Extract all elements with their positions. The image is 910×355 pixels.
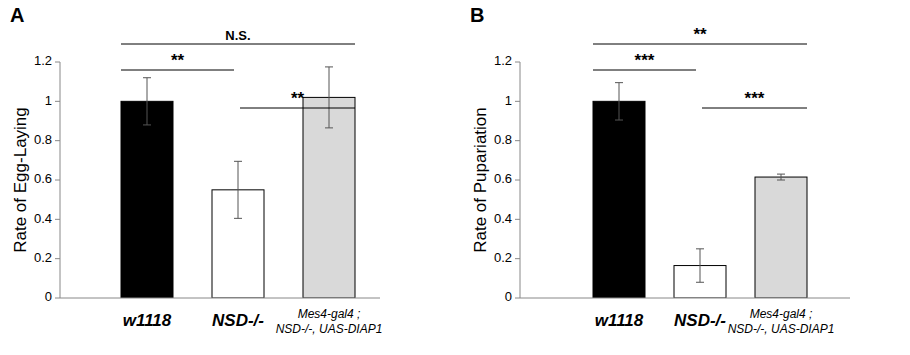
y-tick <box>515 298 520 299</box>
error-cap <box>234 161 242 162</box>
error-cap <box>777 174 785 175</box>
y-tick-label: 0.8 <box>494 132 512 147</box>
label-line: Mes4-gal4 ; <box>298 307 361 321</box>
error-bar <box>615 83 623 120</box>
x-axis <box>60 298 380 299</box>
y-tick-label: 0 <box>505 289 512 304</box>
error-line <box>781 174 782 180</box>
error-line <box>329 67 330 128</box>
y-tick-label: 0.6 <box>494 171 512 186</box>
x-tick-label: Mes4-gal4 ;NSD-/-, UAS-DIAP1 <box>276 307 383 336</box>
error-cap <box>325 66 333 67</box>
error-bar <box>325 67 333 128</box>
y-tick <box>55 219 60 220</box>
significance-label: ** <box>291 89 305 108</box>
y-axis-label: Rate of Egg-Laying <box>11 107 30 253</box>
label-line: w1118 <box>123 311 172 330</box>
error-bar <box>696 249 704 282</box>
error-cap <box>325 127 333 128</box>
error-bar <box>143 78 151 125</box>
x-tick-label: NSD-/- <box>212 311 264 330</box>
error-cap <box>234 218 242 219</box>
y-tick <box>515 258 520 259</box>
y-tick-label: 0.2 <box>34 250 52 265</box>
y-tick <box>515 101 520 102</box>
error-cap <box>696 248 704 249</box>
y-tick <box>55 298 60 299</box>
y-tick <box>55 140 60 141</box>
bar <box>303 97 355 298</box>
y-tick <box>515 219 520 220</box>
panel-letter: A <box>10 4 24 26</box>
error-line <box>700 249 701 282</box>
x-tick-label: NSD-/- <box>674 311 726 330</box>
y-tick <box>515 180 520 181</box>
bar <box>121 101 173 298</box>
x-tick-label: w1118 <box>123 311 172 330</box>
error-line <box>147 78 148 125</box>
y-tick <box>55 180 60 181</box>
error-cap <box>615 82 623 83</box>
label-line: w1118 <box>595 311 644 330</box>
y-tick-label: 0.4 <box>494 211 512 226</box>
bar <box>755 177 807 298</box>
panel-letter: B <box>470 4 484 26</box>
error-line <box>238 161 239 218</box>
y-tick <box>55 62 60 63</box>
error-cap <box>615 120 623 121</box>
figure: A Rate of Egg-Laying 0 0.2 0.4 0.6 0.8 1 1.2 w111… <box>0 0 910 355</box>
significance-label: ** <box>171 51 185 70</box>
significance-label: *** <box>635 51 655 70</box>
y-tick <box>515 62 520 63</box>
significance-line <box>121 44 355 45</box>
y-axis-label: Rate of Pupariation <box>471 107 490 253</box>
y-tick <box>55 258 60 259</box>
panel: B Rate of Pupariation 0 0.2 0.4 0.6 0.8 1 1.2 w11… <box>470 4 850 336</box>
error-cap <box>143 77 151 78</box>
error-bar <box>234 161 242 218</box>
label-line: NSD-/- <box>674 311 726 330</box>
error-line <box>619 83 620 120</box>
y-tick-label: 1.2 <box>34 53 52 68</box>
significance-label: N.S. <box>225 28 250 43</box>
y-tick-label: 0.4 <box>34 211 52 226</box>
x-tick-label: Mes4-gal4 ;NSD-/-, UAS-DIAP1 <box>728 307 835 336</box>
label-line: NSD-/-, UAS-DIAP1 <box>728 322 835 336</box>
y-tick <box>55 101 60 102</box>
label-line: Mes4-gal4 ; <box>750 307 813 321</box>
y-tick-label: 0 <box>45 289 52 304</box>
significance-label: *** <box>745 89 765 108</box>
x-tick-label: w1118 <box>595 311 644 330</box>
error-cap <box>777 180 785 181</box>
plot-area <box>593 83 807 298</box>
y-tick-label: 1 <box>505 93 512 108</box>
error-cap <box>696 282 704 283</box>
bar <box>593 101 645 298</box>
y-tick-label: 1.2 <box>494 53 512 68</box>
label-line: NSD-/- <box>212 311 264 330</box>
y-tick-label: 1 <box>45 93 52 108</box>
y-tick-label: 0.2 <box>494 250 512 265</box>
y-tick-label: 0.6 <box>34 171 52 186</box>
y-tick-label: 0.8 <box>34 132 52 147</box>
plot-area <box>121 67 355 298</box>
y-tick <box>515 140 520 141</box>
panel: A Rate of Egg-Laying 0 0.2 0.4 0.6 0.8 1 1.2 w111… <box>10 4 382 336</box>
significance-label: ** <box>693 25 707 44</box>
error-cap <box>143 124 151 125</box>
error-bar <box>777 174 785 180</box>
x-axis <box>520 298 850 299</box>
label-line: NSD-/-, UAS-DIAP1 <box>276 322 383 336</box>
